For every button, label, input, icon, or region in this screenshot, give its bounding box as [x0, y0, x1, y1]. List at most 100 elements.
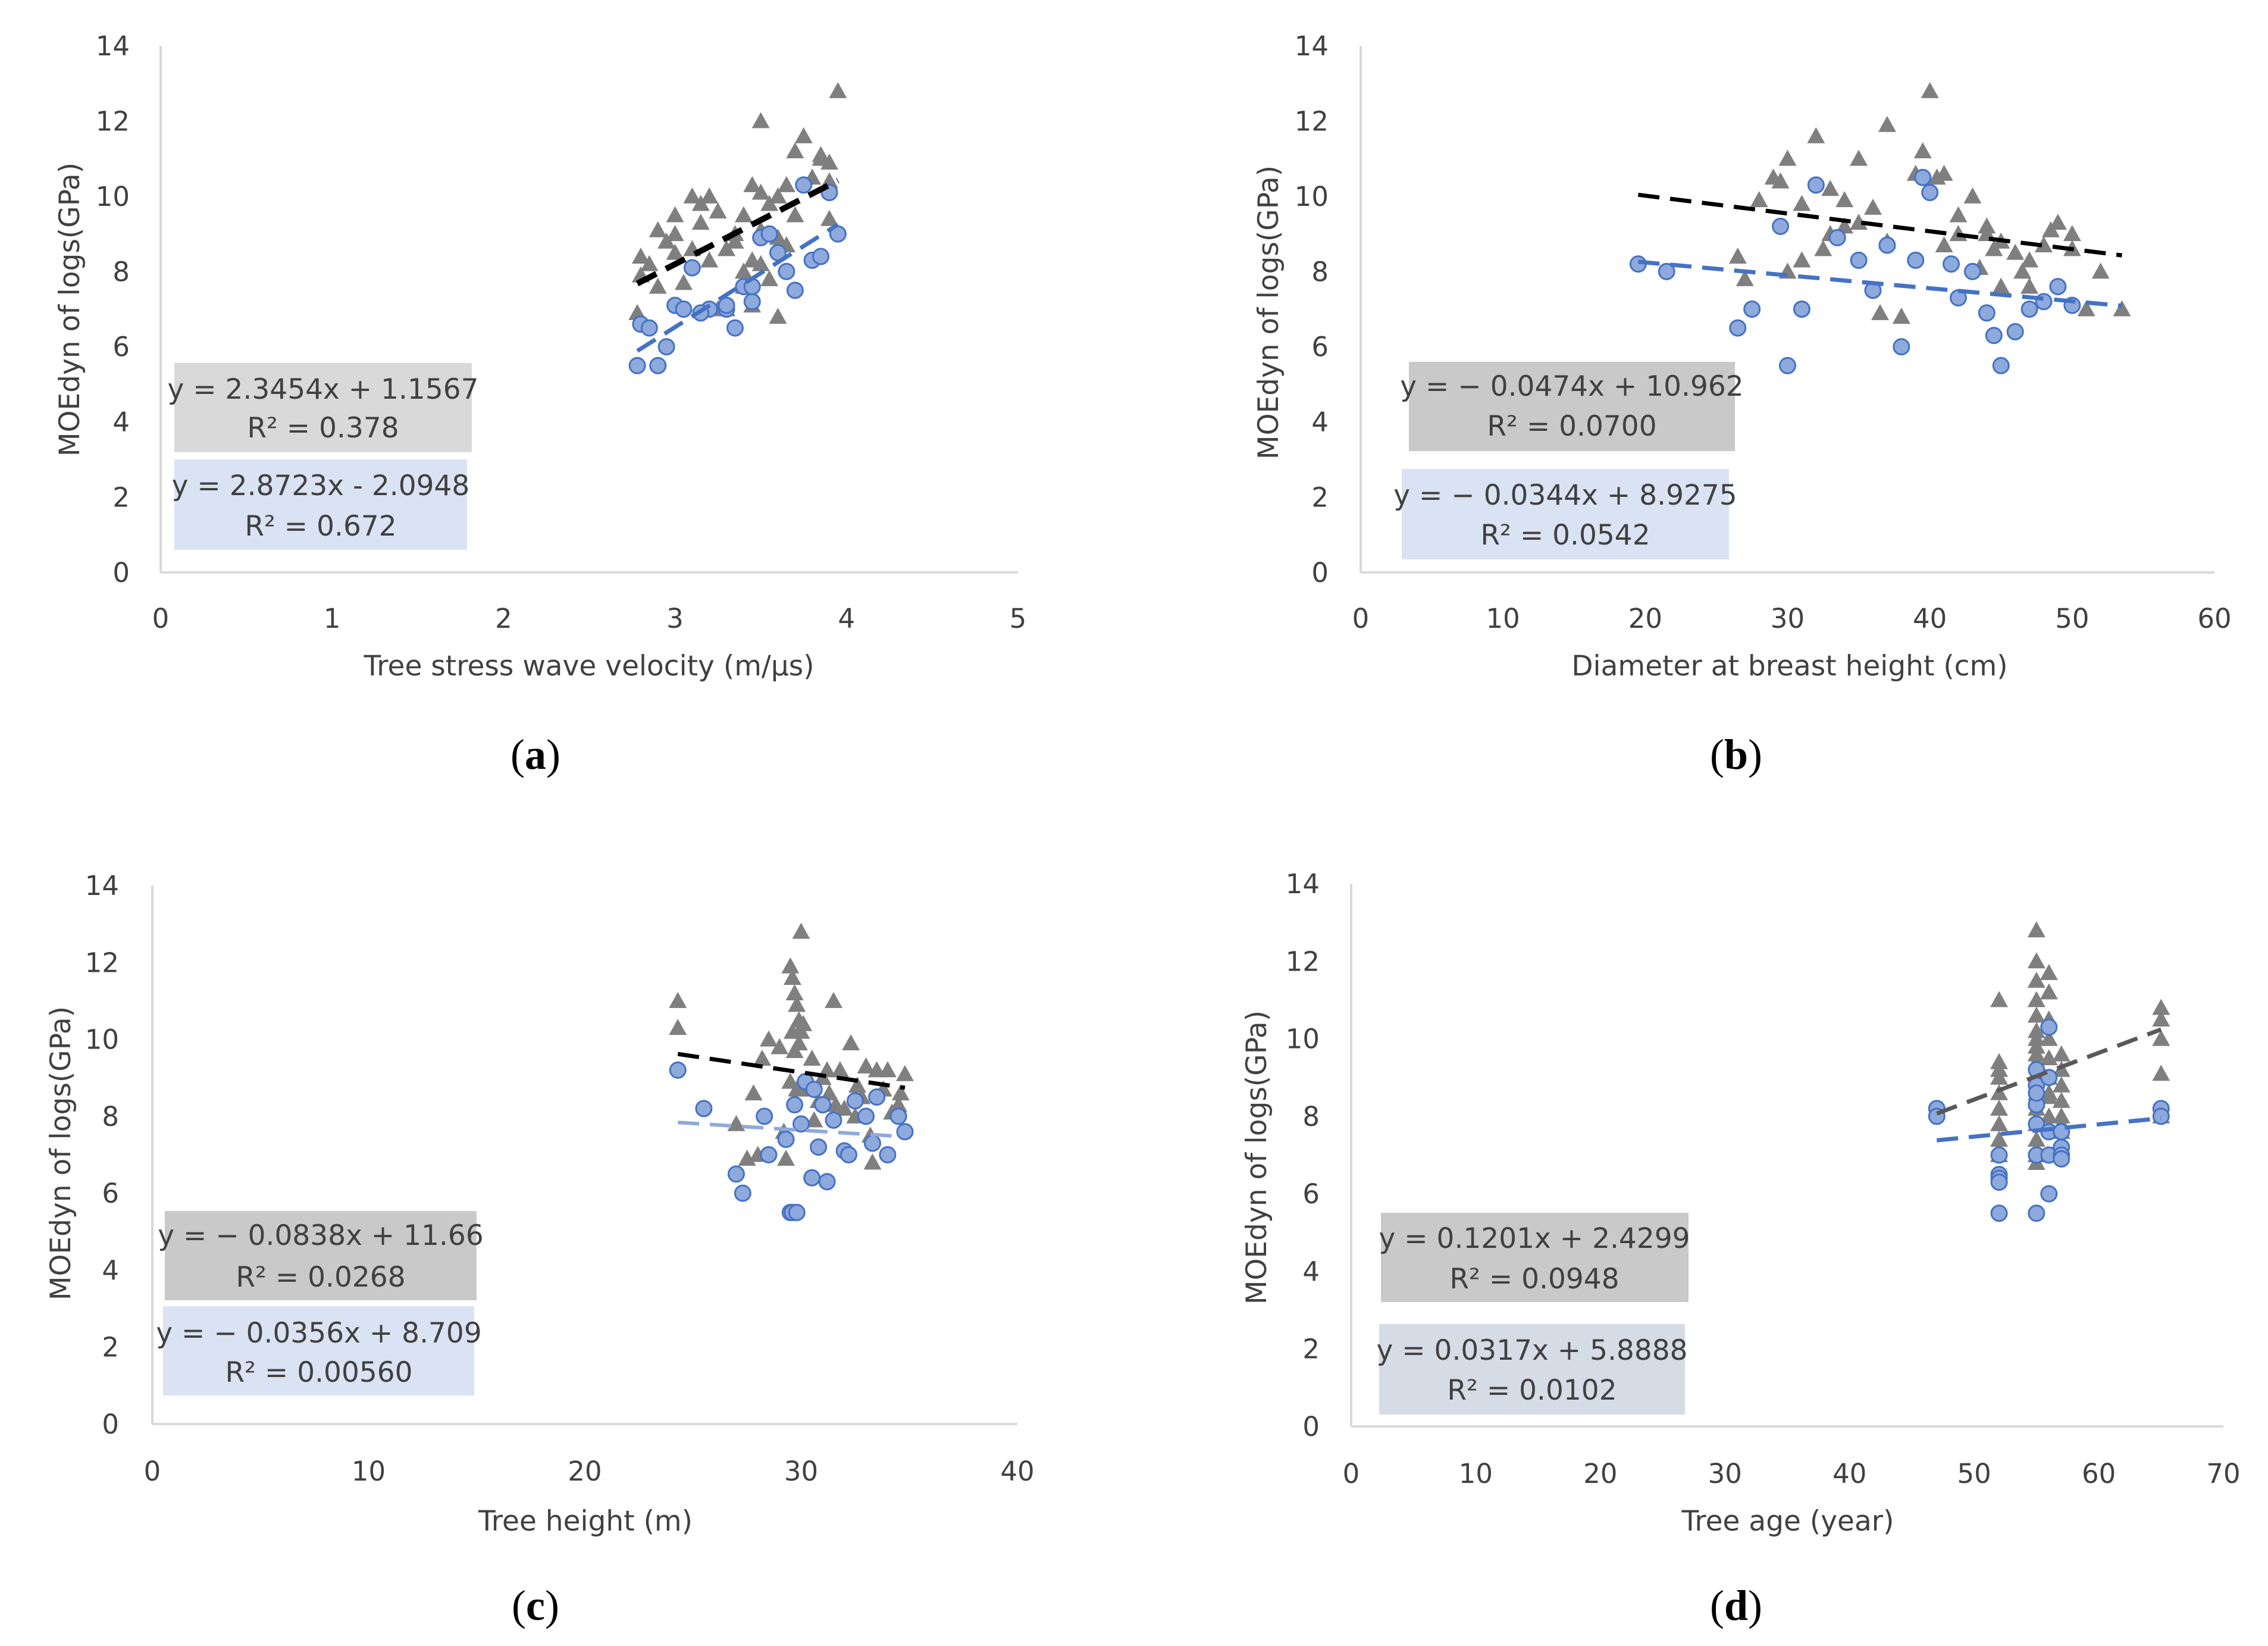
data-point-triangle: [781, 957, 800, 974]
x-tick-label: 50: [2055, 603, 2089, 634]
data-point-circle: [2040, 1018, 2058, 1036]
data-point-circle: [726, 319, 744, 337]
data-point-triangle: [783, 969, 801, 985]
data-point-circle: [683, 259, 701, 277]
annotation-box-0: [165, 1211, 477, 1300]
y-tick-label: 4: [1302, 1256, 1320, 1287]
data-point-triangle: [826, 1096, 845, 1112]
data-point-triangle: [790, 1034, 808, 1051]
panel-a: y = 2.3454x + 1.1567 R² = 0.378 y = 2.87…: [54, 30, 1026, 778]
annotation-box-0-line1: y = 2.3454x + 1.1567: [167, 373, 478, 406]
y-tick-label: 14: [85, 870, 119, 902]
data-point-triangle: [666, 206, 684, 223]
x-tick-label: 10: [1486, 603, 1520, 634]
x-tick-label: 60: [2082, 1458, 2116, 1489]
data-point-triangle: [1892, 308, 1910, 324]
x-tick-label: 30: [1708, 1458, 1742, 1489]
data-point-triangle: [1864, 198, 1882, 215]
panel-label-letter: c: [526, 1582, 545, 1629]
data-point-circle: [718, 296, 735, 314]
data-point-circle: [777, 1131, 795, 1149]
data-point-triangle: [2052, 1045, 2070, 1062]
y-tick-label: 6: [112, 331, 130, 363]
x-tick-label: 40: [1000, 1456, 1034, 1487]
data-point-triangle: [2052, 1091, 2070, 1108]
panel-d: y = 0.1201x + 2.4299 R² = 0.0948 y = 0.0…: [1240, 868, 2241, 1629]
data-point-triangle: [2035, 236, 2053, 253]
data-point-triangle: [794, 1015, 813, 1031]
data-point-circle: [1828, 229, 1846, 246]
annotation-box-0: [1409, 362, 1735, 451]
data-point-triangle: [863, 1153, 882, 1170]
data-point-triangle: [2152, 1010, 2170, 1027]
y-tick-label: 14: [96, 30, 130, 62]
data-point-triangle: [2040, 1029, 2058, 1046]
data-point-triangle: [734, 206, 753, 223]
data-point-circle: [879, 1146, 897, 1163]
data-point-triangle: [848, 1077, 867, 1093]
data-point-triangle: [700, 187, 719, 204]
data-point-triangle: [2027, 1045, 2045, 1062]
data-point-circle: [810, 1138, 828, 1156]
data-point-triangle: [1850, 149, 1868, 166]
data-point-triangle: [751, 255, 770, 271]
trend-gray-line: [635, 177, 839, 286]
data-point-circle: [1743, 301, 1761, 318]
data-point-triangle: [1793, 195, 1811, 211]
y-tick-label: 2: [102, 1332, 119, 1363]
panel-label: (d): [1710, 1582, 1762, 1629]
data-point-triangle: [785, 984, 804, 1000]
y-tick-label: 6: [1302, 1178, 1320, 1210]
panel-label-close: ): [546, 731, 560, 778]
y-tick-label: 6: [1311, 331, 1329, 363]
data-point-triangle: [1793, 251, 1811, 268]
y-tick-label: 8: [1311, 256, 1329, 287]
annotation-box-1-line1: y = 0.0317x + 5.8888: [1376, 1334, 1687, 1367]
data-point-triangle: [2027, 921, 2045, 938]
annotation-box-0: [174, 363, 472, 452]
y-tick-label: 2: [1311, 482, 1329, 514]
data-point-triangle: [753, 1049, 772, 1066]
data-point-triangle: [2040, 963, 2058, 980]
y-tick-label: 6: [102, 1178, 119, 1209]
x-tick-label: 0: [152, 603, 170, 634]
annotation-box-1: [163, 1306, 474, 1395]
data-point-triangle: [669, 1019, 687, 1035]
data-point-triangle: [2027, 1029, 2045, 1046]
data-point-circle: [868, 1088, 886, 1106]
x-tick-label: 0: [144, 1456, 161, 1487]
data-point-triangle: [2027, 1130, 2045, 1147]
data-point-triangle: [751, 112, 770, 129]
x-tick-label: 30: [1771, 603, 1805, 634]
panel-c: y = − 0.0838x + 11.66 R² = 0.0268 y = − …: [45, 870, 1035, 1629]
data-point-triangle: [734, 262, 753, 279]
data-point-triangle: [2040, 983, 2058, 1000]
annotation-box-1-line2: R² = 0.0542: [1480, 519, 1650, 552]
data-point-triangle: [842, 1034, 860, 1051]
annotation-box-0-line2: R² = 0.0948: [1449, 1263, 1619, 1295]
x-tick-label: 0: [1352, 603, 1370, 634]
data-point-triangle: [788, 996, 806, 1012]
data-point-circle: [2028, 1084, 2045, 1102]
annotation-box-0-line1: y = − 0.0838x + 11.66: [158, 1219, 483, 1252]
data-point-triangle: [649, 221, 667, 237]
data-point-circle: [1729, 319, 1747, 337]
data-point-triangle: [743, 176, 762, 192]
data-point-triangle: [744, 1084, 763, 1101]
annotation-box-1-line2: R² = 0.0102: [1447, 1374, 1617, 1407]
data-point-circle: [1978, 304, 1996, 322]
data-point-triangle: [669, 991, 687, 1008]
data-point-circle: [803, 1169, 821, 1187]
x-axis-title: Tree age (year): [1681, 1505, 1894, 1538]
y-tick-label: 10: [1286, 1024, 1320, 1055]
data-point-triangle: [1778, 149, 1797, 166]
data-point-triangle: [2041, 221, 2060, 237]
data-point-circle: [1985, 327, 2003, 345]
x-tick-label: 40: [1832, 1458, 1866, 1489]
data-point-triangle: [2020, 251, 2039, 268]
data-point-circle: [649, 356, 667, 374]
panel-label-open: (: [1710, 731, 1724, 778]
data-point-triangle: [1990, 1130, 2009, 1147]
data-point-circle: [814, 1096, 832, 1113]
data-point-circle: [788, 1203, 806, 1221]
